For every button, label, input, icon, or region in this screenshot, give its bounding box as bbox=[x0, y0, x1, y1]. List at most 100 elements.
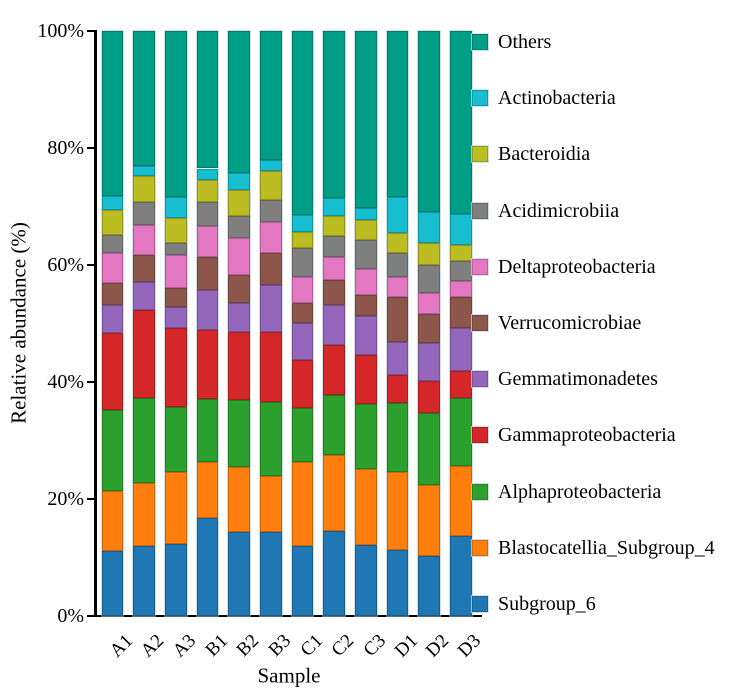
bar-segment-Gammaproteobacteria bbox=[228, 331, 251, 400]
y-tick-label: 80% bbox=[47, 137, 84, 159]
y-tick-mark bbox=[87, 615, 94, 617]
bar-segment-Actinobacteria bbox=[260, 159, 282, 172]
bar-segment-Gemmatimonadetes bbox=[386, 341, 409, 375]
bar-segment-Others bbox=[260, 31, 282, 160]
bar-segment-Blastocatellia_Subgroup_4 bbox=[355, 469, 377, 546]
bar-segment-Alphaproteobacteria bbox=[386, 403, 409, 472]
bar-segment-Blastocatellia_Subgroup_4 bbox=[165, 471, 187, 545]
y-tick-mark bbox=[87, 30, 94, 32]
bar-segment-Actinobacteria bbox=[450, 213, 472, 246]
bar-segment-Gemmatimonadetes bbox=[101, 304, 124, 334]
bar-segment-Acidimicrobiia bbox=[386, 253, 409, 277]
bar-segment-Verrucomicrobiae bbox=[165, 288, 187, 307]
bar-segment-Deltaproteobacteria bbox=[133, 225, 156, 256]
bar-segment-Actinobacteria bbox=[228, 173, 251, 191]
legend-item-Alphaproteobacteria: Alphaproteobacteria bbox=[472, 480, 742, 504]
bar-segment-Acidimicrobiia bbox=[355, 239, 377, 269]
bar-segment-Bacteroidia bbox=[196, 180, 219, 202]
bar-segment-Blastocatellia_Subgroup_4 bbox=[323, 455, 346, 531]
bar-segment-Alphaproteobacteria bbox=[133, 398, 156, 484]
legend-item-Gammaproteobacteria: Gammaproteobacteria bbox=[472, 423, 742, 447]
legend-label-Gemmatimonadetes: Gemmatimonadetes bbox=[498, 368, 658, 391]
bar-segment-Deltaproteobacteria bbox=[386, 276, 409, 297]
bar-segment-Subgroup_6 bbox=[450, 535, 472, 616]
bar-segment-Subgroup_6 bbox=[133, 545, 156, 616]
bar-C3 bbox=[355, 31, 377, 616]
y-tick-label: 0% bbox=[57, 605, 84, 627]
bar-segment-Alphaproteobacteria bbox=[260, 402, 282, 477]
bar-segment-Blastocatellia_Subgroup_4 bbox=[386, 471, 409, 550]
bar-segment-Subgroup_6 bbox=[196, 518, 219, 616]
bar-segment-Gemmatimonadetes bbox=[196, 290, 219, 330]
bar-segment-Acidimicrobiia bbox=[228, 216, 251, 239]
x-axis-line bbox=[94, 615, 482, 617]
legend-label-Subgroup_6: Subgroup_6 bbox=[498, 593, 596, 615]
y-tick-mark bbox=[87, 264, 94, 266]
plot-area bbox=[96, 31, 481, 616]
bar-segment-Bacteroidia bbox=[291, 231, 314, 249]
bar-segment-Blastocatellia_Subgroup_4 bbox=[260, 476, 282, 532]
bar-segment-Gemmatimonadetes bbox=[450, 328, 472, 372]
bar-segment-Subgroup_6 bbox=[418, 555, 441, 616]
bar-segment-Gammaproteobacteria bbox=[450, 371, 472, 399]
bar-segment-Actinobacteria bbox=[418, 211, 441, 243]
bar-segment-Acidimicrobiia bbox=[101, 235, 124, 254]
legend-item-Blastocatellia_Subgroup_4: Blastocatellia_Subgroup_4 bbox=[472, 536, 742, 560]
legend-label-Gammaproteobacteria: Gammaproteobacteria bbox=[498, 424, 676, 447]
bar-segment-Deltaproteobacteria bbox=[196, 226, 219, 257]
bar-segment-Gammaproteobacteria bbox=[260, 331, 282, 403]
bar-segment-Subgroup_6 bbox=[291, 546, 314, 616]
bar-segment-Blastocatellia_Subgroup_4 bbox=[101, 490, 124, 552]
bar-B1 bbox=[196, 31, 219, 616]
legend-label-Others: Others bbox=[498, 31, 552, 53]
legend-label-Alphaproteobacteria: Alphaproteobacteria bbox=[498, 480, 662, 503]
bar-segment-Verrucomicrobiae bbox=[133, 255, 156, 282]
bar-segment-Deltaproteobacteria bbox=[450, 281, 472, 297]
bar-segment-Actinobacteria bbox=[196, 168, 219, 181]
bar-D3 bbox=[450, 31, 472, 616]
bar-segment-Verrucomicrobiae bbox=[386, 296, 409, 342]
bar-segment-Blastocatellia_Subgroup_4 bbox=[291, 461, 314, 547]
bar-segment-Blastocatellia_Subgroup_4 bbox=[228, 467, 251, 532]
bar-segment-Blastocatellia_Subgroup_4 bbox=[133, 483, 156, 546]
legend-label-Acidimicrobiia: Acidimicrobiia bbox=[498, 199, 620, 222]
legend-item-Subgroup_6: Subgroup_6 bbox=[472, 592, 742, 616]
bar-segment-Bacteroidia bbox=[323, 216, 346, 237]
bar-segment-Gemmatimonadetes bbox=[133, 281, 156, 311]
bar-segment-Bacteroidia bbox=[450, 245, 472, 261]
bar-segment-Actinobacteria bbox=[386, 196, 409, 234]
bar-segment-Gammaproteobacteria bbox=[323, 345, 346, 395]
bar-segment-Actinobacteria bbox=[355, 208, 377, 220]
bar-D2 bbox=[418, 31, 441, 616]
bar-segment-Others bbox=[418, 31, 441, 212]
bar-segment-Deltaproteobacteria bbox=[323, 256, 346, 281]
bar-A1 bbox=[101, 31, 124, 616]
bar-segment-Acidimicrobiia bbox=[418, 265, 441, 294]
bar-segment-Subgroup_6 bbox=[260, 531, 282, 616]
y-tick-label: 100% bbox=[37, 20, 84, 42]
bar-segment-Deltaproteobacteria bbox=[355, 268, 377, 295]
bar-B3 bbox=[260, 31, 282, 616]
bar-segment-Alphaproteobacteria bbox=[450, 398, 472, 467]
bar-A2 bbox=[133, 31, 156, 616]
bar-segment-Acidimicrobiia bbox=[323, 236, 346, 257]
bar-segment-Alphaproteobacteria bbox=[228, 399, 251, 468]
legend-item-Deltaproteobacteria: Deltaproteobacteria bbox=[472, 255, 742, 279]
bar-segment-Alphaproteobacteria bbox=[196, 398, 219, 463]
legend-item-Others: Others bbox=[472, 30, 742, 54]
bar-segment-Actinobacteria bbox=[323, 198, 346, 217]
bar-segment-Subgroup_6 bbox=[228, 531, 251, 616]
bar-segment-Subgroup_6 bbox=[355, 545, 377, 616]
bar-segment-Verrucomicrobiae bbox=[101, 283, 124, 305]
bar-segment-Others bbox=[291, 31, 314, 216]
bar-segment-Verrucomicrobiae bbox=[228, 274, 251, 304]
bar-segment-Others bbox=[165, 31, 187, 197]
bar-segment-Verrucomicrobiae bbox=[323, 280, 346, 305]
bar-segment-Others bbox=[450, 31, 472, 214]
y-tick-mark bbox=[87, 498, 94, 500]
bar-segment-Gammaproteobacteria bbox=[355, 355, 377, 405]
legend-item-Verrucomicrobiae: Verrucomicrobiae bbox=[472, 311, 742, 335]
bar-segment-Blastocatellia_Subgroup_4 bbox=[196, 462, 219, 519]
legend-item-Acidimicrobiia: Acidimicrobiia bbox=[472, 199, 742, 223]
